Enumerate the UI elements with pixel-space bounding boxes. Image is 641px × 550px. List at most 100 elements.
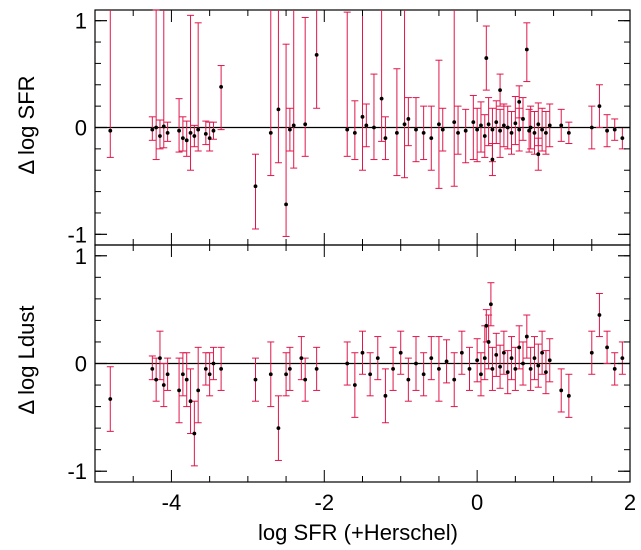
error-bar [370,73,378,161]
data-point [345,127,350,132]
data-point [161,383,166,387]
data-point [540,350,545,355]
error-bar [450,10,458,187]
data-point [612,127,617,132]
data-point [547,123,552,128]
data-point [513,121,518,126]
data-point [383,136,388,141]
data-point [150,366,155,371]
data-point [498,88,502,93]
data-point [494,120,499,125]
data-point [494,352,499,357]
data-point [314,366,319,371]
data-point [490,127,495,132]
error-bar [217,65,225,131]
x-tick-label: -4 [162,490,182,515]
data-point [437,366,441,371]
data-point [527,128,532,133]
data-point [589,125,594,130]
data-point [456,130,460,135]
data-point [459,350,464,355]
error-bar [485,97,493,147]
error-bar [351,100,359,161]
y-axis-label-bottom: Δ log Ldust [14,306,39,415]
data-point [177,388,181,393]
data-point [196,388,201,393]
data-point [605,128,609,133]
x-tick-label: 0 [471,490,483,515]
data-point [345,361,350,366]
data-point [475,358,480,363]
data-point [544,370,548,375]
error-bar [106,10,114,158]
error-bar [194,346,202,424]
error-bar [252,153,259,230]
data-point [391,366,395,371]
data-point [207,136,212,141]
data-point [444,359,449,364]
data-point [501,350,506,355]
data-point [489,302,493,307]
data-point [544,130,548,135]
data-point [154,125,159,130]
error-bar [469,94,477,161]
data-point [379,96,384,101]
data-point [398,350,403,355]
data-point [368,372,373,377]
data-point [509,130,514,135]
data-point [421,372,426,377]
error-bar [290,10,298,169]
data-point [471,120,476,125]
data-point [486,340,491,344]
data-point [360,114,365,119]
data-point [108,128,113,133]
data-point [524,47,529,52]
data-point [303,122,308,127]
data-point [513,366,518,371]
data-point [414,361,418,366]
data-point [528,366,533,371]
data-point [287,366,292,371]
data-point [479,372,483,377]
data-point [498,364,502,369]
data-point [475,127,480,132]
data-point [566,130,571,135]
data-point [521,117,525,121]
data-point [268,372,273,377]
data-point [414,127,418,132]
data-point [253,377,258,382]
data-point [203,366,208,371]
data-point [253,184,258,189]
data-point [524,334,529,339]
data-point [394,130,399,135]
data-point [452,377,457,382]
error-bar [359,10,366,171]
data-point [467,366,472,371]
data-point [192,134,197,138]
error-bar [313,10,321,109]
y-tick-label: 0 [75,352,87,377]
data-point [383,393,388,398]
error-bar [511,96,519,146]
data-point [184,138,189,143]
data-point [440,127,445,132]
data-point [612,366,617,371]
data-point [360,350,365,355]
error-bar [462,108,470,164]
data-point [517,99,522,104]
error-bar [156,330,164,381]
data-point [559,388,564,393]
error-bar [179,116,187,152]
y-tick-label: -1 [67,459,87,484]
data-point [196,127,201,132]
error-bar [267,10,275,177]
data-point [375,356,380,361]
data-point [429,136,434,141]
data-point [180,372,185,377]
data-point [158,356,162,361]
error-bar [473,107,481,163]
data-point [484,323,489,328]
data-point [482,134,487,138]
data-point [536,152,541,157]
data-point [211,128,216,133]
